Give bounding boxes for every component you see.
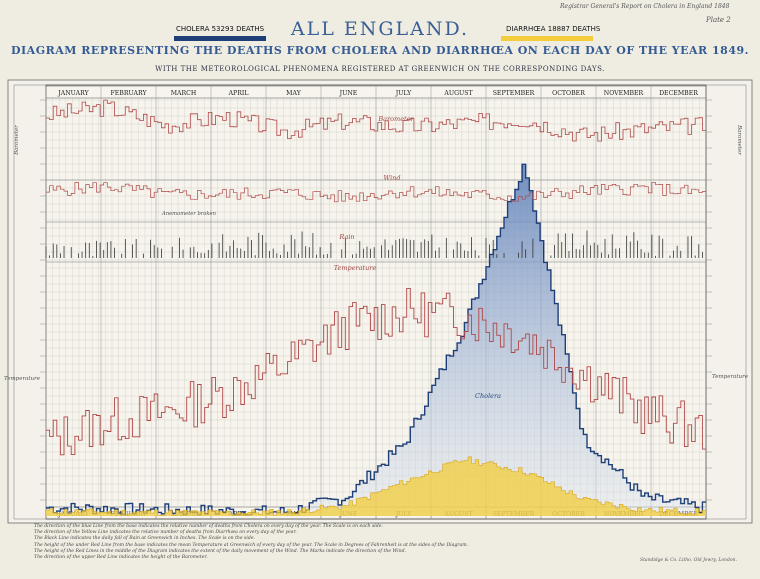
legend-cholera-swatch	[174, 36, 266, 41]
month-tick-label: JUNE	[339, 90, 358, 97]
month-tick-label: FEBRUARY	[110, 90, 147, 97]
month-tick-label: NOVEMBER	[604, 90, 644, 97]
note-line: The Black Line indicates the daily fall …	[34, 536, 255, 542]
month-tick-label: AUGUST	[443, 90, 473, 97]
left-axis-label-barometer: Barometer	[14, 125, 20, 156]
wind-series-line	[46, 181, 706, 203]
month-tick-label: JULY	[395, 90, 412, 97]
right-axis-label-temperature: Temperature	[712, 374, 749, 380]
month-tick-label: SEPTEMBER	[493, 90, 535, 97]
cholera-panel-label: Cholera	[475, 392, 501, 400]
chart-subtitle: DIAGRAM REPRESENTING THE DEATHS FROM CHO…	[11, 44, 749, 57]
month-tick-label: DECEMBER	[659, 90, 698, 97]
temperature-panel-label: Temperature	[334, 264, 377, 272]
month-tick-label: OCTOBER	[552, 90, 585, 97]
temperature-series-line	[46, 287, 706, 456]
right-axis-label-barometer: Barometer	[736, 124, 742, 155]
note-line: The direction of the upper Red Line indi…	[34, 555, 208, 561]
barometer-series-line	[46, 99, 706, 142]
note-line: The direction of the blue Line from the …	[34, 524, 383, 529]
note-line: The direction of the Yellow Line indicat…	[34, 530, 297, 536]
wind-panel-label: Wind	[384, 174, 401, 182]
rain-panel-label: Rain	[338, 233, 354, 241]
anemometer-note: Anemometer broken	[161, 211, 216, 217]
barometer-panel-label: Barometer	[377, 115, 414, 123]
legend-cholera: CHOLERA 53293 DEATHS	[176, 25, 265, 33]
chart-subtitle-meteorology: WITH THE METEOROLOGICAL PHENOMENA REGIST…	[155, 65, 605, 73]
chart-title: ALL ENGLAND.	[290, 18, 470, 40]
month-tick-label: MAY	[286, 90, 302, 97]
legend-diarrhoea-swatch	[501, 36, 593, 41]
month-tick-label: MARCH	[171, 90, 197, 97]
report-note: Registrar General's Report on Cholera in…	[560, 3, 730, 10]
plate-label: Plate 2	[706, 16, 731, 24]
note-line: The height of the Red Lines in the middl…	[34, 548, 406, 554]
diarrhoea-series-line	[46, 456, 706, 516]
note-line: The height of the under Red Line from th…	[34, 542, 469, 548]
month-tick-label: JANUARY	[57, 90, 89, 97]
diarrhoea-area	[46, 456, 706, 516]
right-scale-column	[705, 84, 747, 520]
cholera-series-line	[46, 163, 706, 516]
legend-diarrhoea: DIARRHŒA 18887 DEATHS	[506, 25, 601, 33]
cholera-area	[46, 164, 706, 517]
month-tick-label: APRIL	[228, 90, 249, 97]
left-axis-label-temperature: Temperature	[4, 376, 41, 382]
notes-block: The direction of the blue Line from the …	[34, 524, 468, 561]
printer-credit: Standidge & Co. Litho. Old Jewry, London…	[640, 558, 737, 563]
